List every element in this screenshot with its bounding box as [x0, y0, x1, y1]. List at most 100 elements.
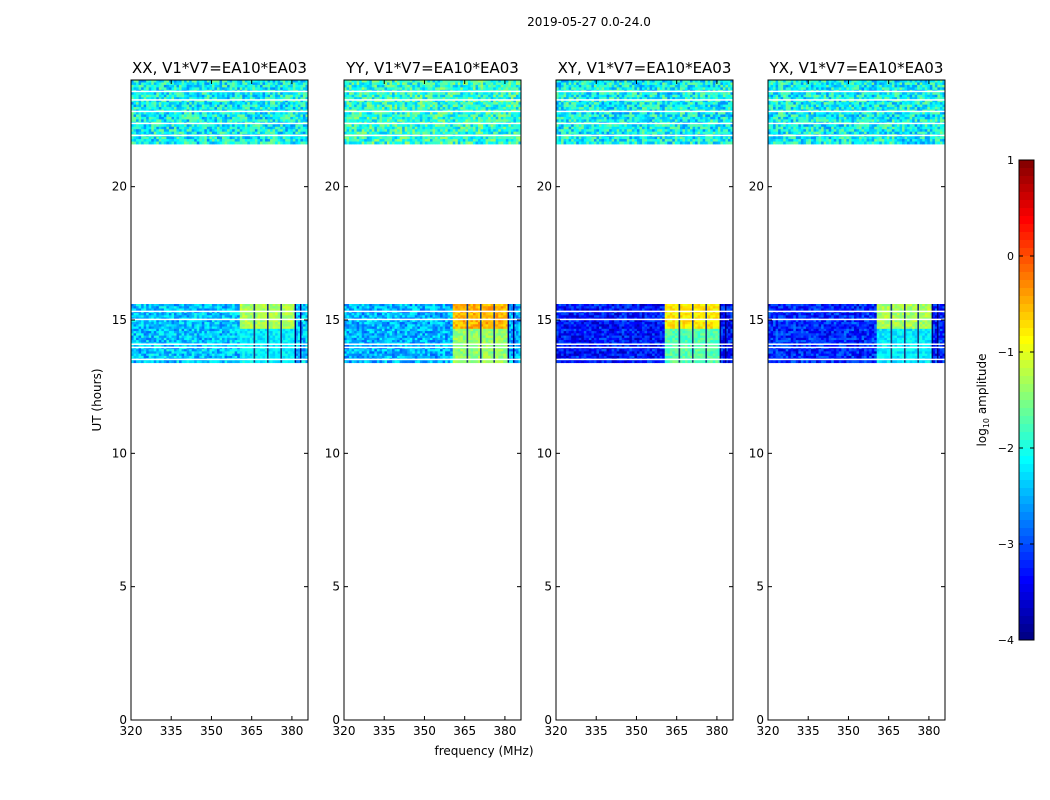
- cell: [295, 107, 299, 110]
- cell: [204, 333, 208, 336]
- cell: [389, 84, 393, 88]
- cell: [131, 107, 134, 110]
- cell: [244, 102, 248, 106]
- cell: [189, 119, 193, 123]
- cell: [419, 87, 423, 91]
- cell: [302, 131, 306, 135]
- cell: [249, 331, 253, 334]
- cell: [163, 116, 167, 120]
- cell: [282, 349, 286, 352]
- cell: [470, 99, 474, 103]
- cell: [163, 355, 167, 359]
- cell: [247, 131, 251, 135]
- cell: [148, 87, 152, 91]
- cell: [424, 104, 428, 108]
- cell: [201, 319, 205, 323]
- cell: [292, 331, 296, 334]
- cell: [168, 331, 172, 334]
- cell: [361, 124, 365, 128]
- cell: [252, 131, 256, 135]
- cell: [295, 92, 299, 96]
- cell: [171, 360, 175, 364]
- cell: [227, 116, 231, 120]
- cell: [247, 99, 251, 103]
- heatmap-cells: [344, 80, 521, 364]
- cell: [244, 340, 248, 343]
- cell: [460, 119, 464, 123]
- cell: [265, 139, 268, 142]
- cell: [292, 306, 296, 309]
- cell: [191, 306, 195, 309]
- cell: [265, 104, 268, 108]
- cell: [369, 94, 373, 98]
- cell: [173, 355, 177, 359]
- cell: [389, 82, 393, 86]
- cell: [485, 102, 489, 106]
- cell: [156, 124, 160, 128]
- cell: [209, 129, 213, 133]
- cell: [510, 119, 514, 123]
- cell: [412, 102, 416, 106]
- cell: [272, 104, 276, 108]
- cell: [287, 355, 291, 359]
- cell: [168, 87, 172, 91]
- cell: [277, 308, 281, 312]
- cell: [249, 322, 253, 325]
- cell: [156, 84, 160, 88]
- cell: [189, 351, 193, 355]
- cell: [359, 124, 363, 128]
- cell: [136, 355, 139, 359]
- cell: [133, 97, 137, 101]
- cell: [196, 104, 200, 108]
- cell: [199, 353, 203, 357]
- cell: [267, 141, 271, 145]
- cell: [133, 102, 137, 106]
- cell: [204, 126, 208, 130]
- cell: [277, 114, 281, 118]
- cell: [429, 119, 433, 123]
- cell: [515, 102, 519, 106]
- cell: [302, 340, 306, 343]
- cell: [359, 92, 363, 96]
- cell: [292, 304, 296, 307]
- cell: [239, 104, 243, 108]
- cell: [379, 119, 383, 123]
- cell: [397, 102, 401, 106]
- cell: [295, 353, 299, 357]
- cell: [470, 92, 474, 96]
- cell: [483, 107, 486, 110]
- cell: [386, 80, 390, 83]
- cell: [457, 99, 461, 103]
- cell: [244, 131, 248, 135]
- cell: [148, 107, 152, 110]
- cell: [176, 328, 180, 332]
- cell: [270, 306, 273, 309]
- cell: [136, 344, 139, 348]
- cell: [359, 84, 363, 88]
- cell: [505, 102, 509, 106]
- cell: [156, 102, 160, 106]
- cell: [222, 99, 225, 103]
- cell: [265, 326, 268, 330]
- cell: [272, 313, 276, 316]
- cell: [254, 351, 258, 355]
- cell: [242, 107, 246, 110]
- cell: [191, 351, 195, 355]
- cell: [414, 102, 418, 106]
- cell: [272, 94, 276, 98]
- cell: [440, 112, 444, 115]
- cell: [277, 136, 281, 140]
- cell: [216, 351, 220, 355]
- cell: [399, 107, 403, 110]
- cell: [262, 324, 266, 327]
- cell: [259, 353, 263, 357]
- cell: [384, 119, 388, 123]
- cell: [234, 308, 238, 312]
- cell: [136, 114, 139, 118]
- cell: [133, 116, 137, 120]
- cell: [254, 107, 258, 110]
- cell: [297, 116, 301, 120]
- cell: [361, 102, 365, 106]
- cell: [151, 141, 155, 145]
